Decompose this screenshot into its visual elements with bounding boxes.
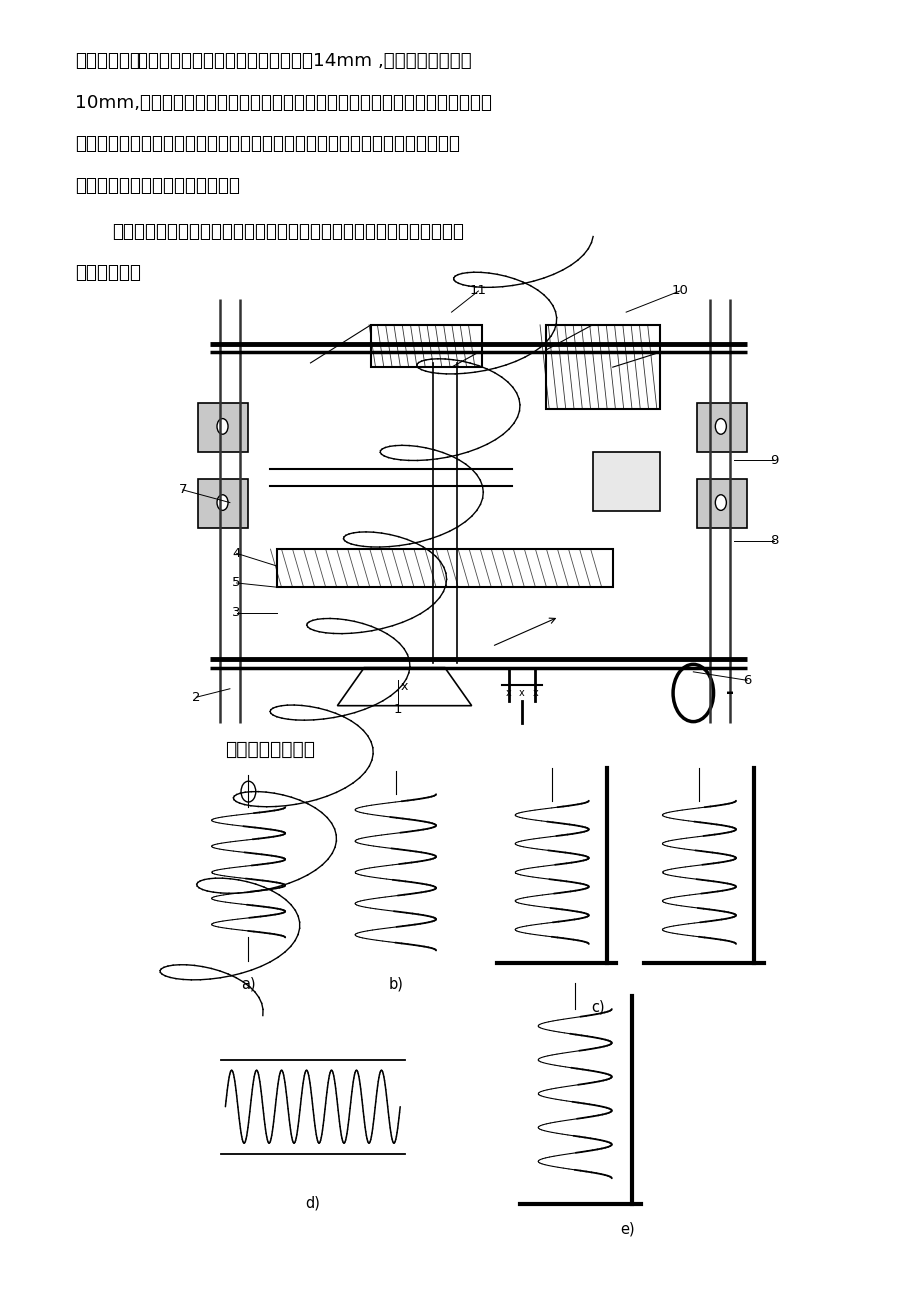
Bar — [370, 326, 482, 367]
Bar — [696, 479, 746, 529]
Text: x: x — [532, 687, 538, 698]
Text: b): b) — [388, 976, 403, 992]
Text: 11: 11 — [470, 285, 486, 297]
Text: 1: 1 — [393, 703, 402, 716]
Circle shape — [217, 495, 228, 510]
Text: 8: 8 — [769, 534, 777, 547]
Bar — [277, 549, 612, 587]
Circle shape — [715, 418, 726, 435]
Polygon shape — [337, 668, 471, 706]
Text: 10mm,或相近尺寸的扁鈢时，多采用热成形制造工艺。热成形制造工艺过程为：: 10mm,或相近尺寸的扁鈢时，多采用热成形制造工艺。热成形制造工艺过程为： — [75, 94, 492, 112]
Text: 簧机的原理。: 簧机的原理。 — [75, 264, 142, 283]
Text: 当弹簧所用鈢材的圆形截面直径大于14mm ,矩形截面边长大于: 当弹簧所用鈢材的圆形截面直径大于14mm ,矩形截面边长大于 — [137, 52, 471, 70]
Text: 坏料准备、端部加热制扁、加热、卷制及校整、热处理、噴丸处理、立定处理、: 坏料准备、端部加热制扁、加热、卷制及校整、热处理、噴丸处理、立定处理、 — [75, 135, 460, 154]
Text: d): d) — [305, 1195, 320, 1211]
Text: 3: 3 — [233, 607, 241, 618]
Bar — [696, 404, 746, 452]
Text: x: x — [505, 687, 511, 698]
Circle shape — [715, 495, 726, 510]
Text: 9: 9 — [769, 454, 777, 466]
Circle shape — [241, 781, 255, 802]
Text: 5: 5 — [233, 577, 241, 590]
Text: c): c) — [591, 1000, 604, 1016]
Bar — [198, 404, 248, 452]
Text: 弹簧的校正工艺：: 弹簧的校正工艺： — [225, 740, 315, 759]
Text: e): e) — [619, 1221, 634, 1237]
Bar — [198, 479, 248, 529]
Text: 热卷弹簧一般为有心卷制，热卷弹簧的卷制方法和设备很多。如图所示卷: 热卷弹簧一般为有心卷制，热卷弹簧的卷制方法和设备很多。如图所示卷 — [112, 223, 464, 241]
Text: 2: 2 — [192, 691, 200, 703]
Text: 磨削端面、检验、表面防锈处理。: 磨削端面、检验、表面防锈处理。 — [75, 177, 240, 195]
Text: 4: 4 — [233, 547, 241, 560]
Bar — [592, 452, 659, 510]
Text: a): a) — [241, 976, 255, 992]
Text: 6: 6 — [742, 674, 751, 686]
Circle shape — [673, 664, 713, 721]
Text: 10: 10 — [671, 285, 687, 297]
Bar — [545, 326, 659, 409]
Circle shape — [217, 418, 228, 435]
Text: x: x — [518, 687, 525, 698]
Text: 7: 7 — [178, 483, 187, 496]
Text: 热成形工艺：: 热成形工艺： — [75, 52, 142, 70]
Text: x: x — [401, 680, 408, 693]
Text: -: - — [725, 684, 732, 703]
